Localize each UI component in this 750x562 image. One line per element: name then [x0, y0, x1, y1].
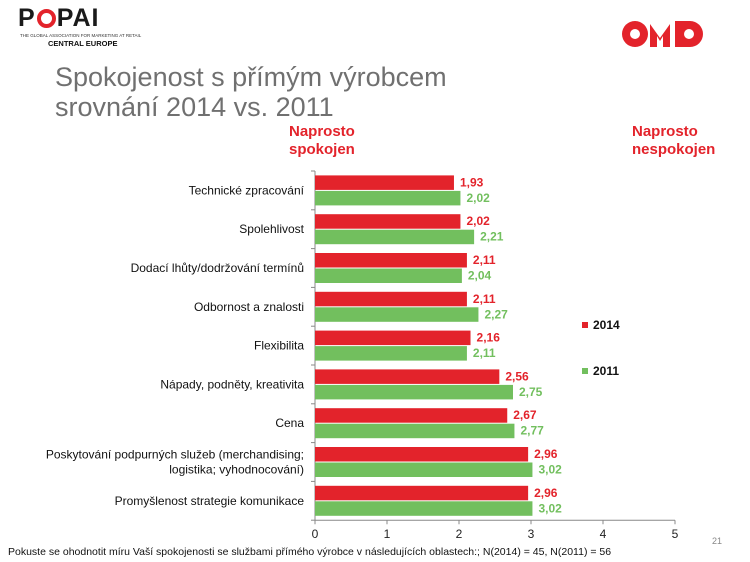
title-line-2: srovnání 2014 vs. 2011: [55, 92, 334, 122]
bar-2014: [315, 291, 467, 307]
x-tick-label: 3: [528, 527, 535, 541]
bar-2014: [315, 330, 471, 346]
category-label: Technické zpracování: [189, 183, 305, 197]
x-tick-label: 0: [312, 527, 319, 541]
omd-m-shape: [650, 24, 670, 47]
bar-2014: [315, 253, 467, 268]
scale-right-label: Naprosto nespokojen: [632, 123, 715, 159]
data-label-2014: 2,02: [466, 214, 490, 228]
data-label-2011: 2,21: [480, 230, 504, 244]
data-label-2011: 2,11: [473, 346, 496, 360]
category-label: Promyšlenost strategie komunikace: [115, 494, 305, 508]
data-label-2014: 2,11: [473, 292, 496, 306]
popai-region: CENTRAL EUROPE: [48, 39, 118, 48]
footnote: Pokuste se ohodnotit míru Vaší spokojeno…: [8, 546, 612, 558]
bar-2011: [315, 190, 461, 206]
bar-2011: [315, 268, 462, 283]
slide-title: Spokojenost s přímým výrobcem srovnání 2…: [55, 62, 447, 122]
category-label: Dodací lhůty/dodržování termínů: [131, 261, 304, 275]
bar-2011: [315, 501, 533, 516]
x-tick-label: 1: [384, 527, 391, 541]
data-label-2011: 2,27: [484, 307, 508, 321]
x-tick-label: 2: [456, 527, 463, 541]
category-label: logistika; vyhodnocování): [169, 463, 304, 477]
scale-right-line-2: nespokojen: [632, 141, 716, 158]
scale-right-line-1: Naprosto: [632, 123, 698, 140]
category-label: Flexibilita: [254, 339, 304, 353]
data-label-2014: 2,56: [505, 369, 529, 383]
bar-2014: [315, 369, 500, 384]
legend-label-2014: 2014: [593, 318, 620, 332]
legend-label-2011: 2011: [593, 364, 620, 378]
bar-2011: [315, 229, 475, 245]
popai-logo: P PAI THE GLOBAL ASSOCIATION FOR MARKETIN…: [18, 4, 141, 48]
category-label: Odbornost a znalosti: [194, 300, 304, 314]
legend-item-2011: 2011: [582, 364, 619, 378]
data-label-2011: 3,02: [538, 501, 562, 515]
bar-2011: [315, 307, 479, 322]
category-label: Cena: [275, 416, 304, 430]
bar-2011: [315, 423, 515, 439]
data-label-2014: 2,11: [473, 253, 496, 267]
popai-ring-icon: [36, 9, 56, 28]
scale-left-label: Naprosto spokojen: [289, 123, 355, 159]
popai-wordmark: P PAI: [18, 4, 100, 32]
data-label-2011: 2,75: [519, 385, 543, 399]
x-tick-label: 4: [600, 527, 607, 541]
bar-chart: 0 1 2 3 4 5 Technické zpracování Spolehlivost Do…: [46, 170, 679, 541]
page-number: 21: [712, 536, 723, 546]
omd-logo: [622, 21, 703, 47]
popai-tagline: THE GLOBAL ASSOCIATION FOR MARKETING AT …: [20, 33, 142, 38]
title-line-1: Spokojenost s přímým výrobcem: [55, 62, 447, 92]
data-label-2014: 1,93: [460, 175, 484, 189]
bar-2011: [315, 384, 513, 400]
data-label-2011: 2,02: [466, 191, 490, 205]
bar-2014: [315, 175, 454, 190]
legend-swatch-2014: [582, 322, 588, 328]
data-label-2011: 3,02: [538, 463, 562, 477]
legend-item-2014: 2014: [582, 318, 620, 332]
category-label: Poskytování podpurných služeb (merchandi…: [46, 448, 304, 462]
scale-left-line-2: spokojen: [289, 141, 355, 158]
bar-2014: [315, 214, 461, 229]
bar-2011: [315, 462, 533, 477]
data-label-2014: 2,16: [477, 331, 501, 345]
bar-2014: [315, 447, 529, 462]
bar-2014: [315, 485, 529, 501]
data-label-2014: 2,96: [534, 447, 558, 461]
data-label-2011: 2,04: [468, 269, 492, 283]
scale-left-line-1: Naprosto: [289, 123, 355, 140]
legend-swatch-2011: [582, 368, 588, 374]
data-label-2014: 2,67: [513, 408, 537, 422]
category-label: Nápady, podněty, kreativita: [160, 377, 304, 391]
data-label-2011: 2,77: [520, 424, 544, 438]
x-tick-label: 5: [672, 527, 679, 541]
bar-2011: [315, 346, 467, 361]
bar-2014: [315, 408, 508, 423]
category-label: Spolehlivost: [239, 222, 304, 236]
data-label-2014: 2,96: [534, 486, 558, 500]
